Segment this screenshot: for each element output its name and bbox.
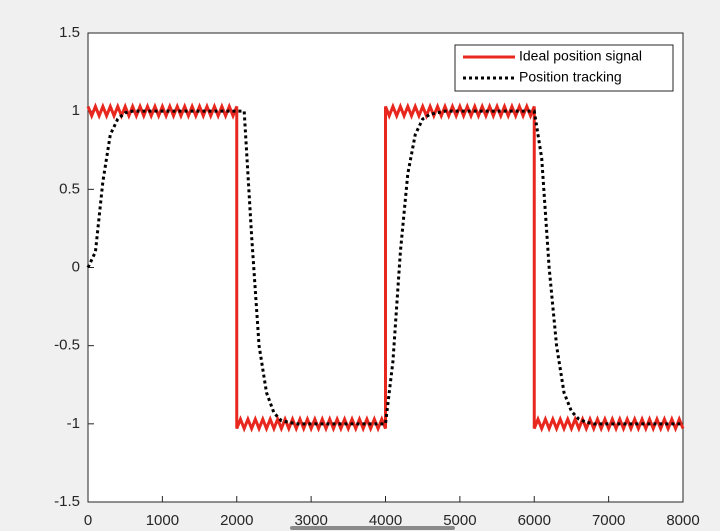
x-tick-label: 5000 (443, 512, 476, 529)
y-tick-label: -0.5 (54, 337, 80, 354)
y-tick-label: 0 (72, 258, 80, 275)
y-tick-label: -1 (67, 415, 80, 432)
x-tick-label: 1000 (146, 512, 179, 529)
x-tick-label: 0 (84, 512, 92, 529)
x-tick-label: 3000 (294, 512, 327, 529)
x-tick-label: 4000 (369, 512, 402, 529)
y-tick-label: 1 (72, 102, 80, 119)
y-tick-label: 1.5 (59, 24, 80, 41)
y-tick-label: -1.5 (54, 493, 80, 510)
x-tick-label: 2000 (220, 512, 253, 529)
y-tick-label: 0.5 (59, 180, 80, 197)
legend: Ideal position signal Position tracking (454, 44, 674, 92)
series-line (86, 109, 683, 426)
x-tick-label: 8000 (666, 512, 699, 529)
legend-label: Position tracking (519, 69, 622, 85)
legend-box (454, 44, 674, 92)
x-tick-label: 6000 (518, 512, 551, 529)
legend-label: Ideal position signal (519, 48, 642, 64)
scrollbar[interactable] (290, 526, 455, 530)
x-tick-label: 7000 (592, 512, 625, 529)
